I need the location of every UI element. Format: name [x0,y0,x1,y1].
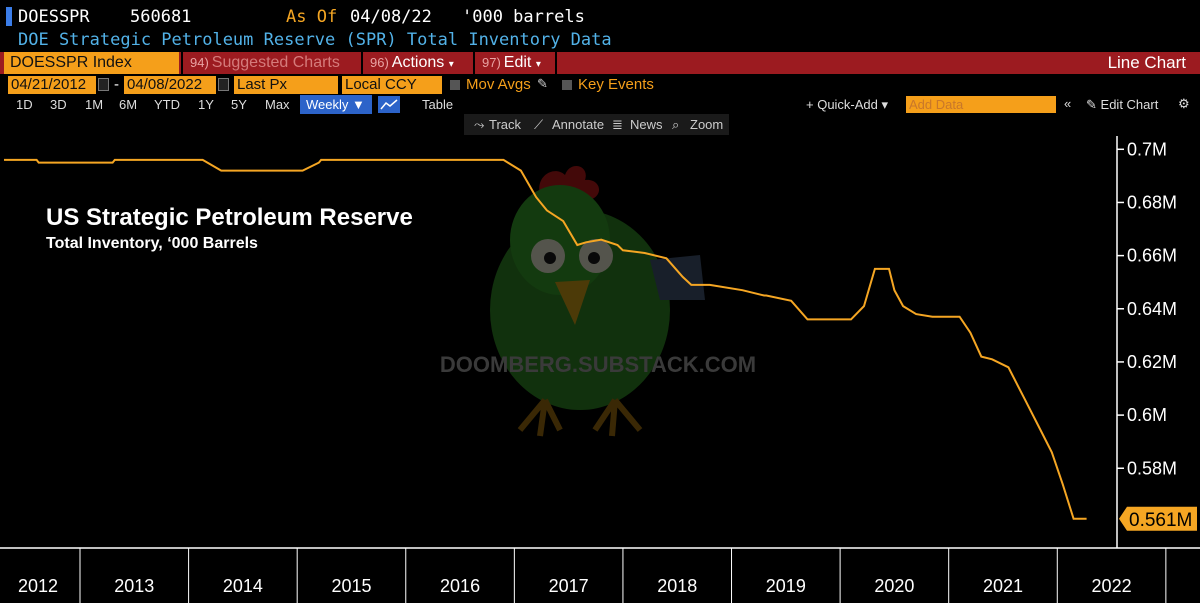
period-max[interactable]: Max [265,97,290,112]
x-tick-label: 2022 [1092,576,1132,596]
frequency-select[interactable]: Weekly ▼ [300,95,372,114]
field-select[interactable]: Last Px [234,76,338,94]
header-marker [6,7,12,26]
y-tick-label: 0.62M [1127,352,1177,372]
news-button[interactable]: News [630,117,663,132]
y-tick-label: 0.66M [1127,246,1177,266]
as-of-label: As Of [286,7,338,27]
chart-title: US Strategic Petroleum Reserve [46,204,413,231]
last-value-label: 0.561M [1129,510,1192,531]
pencil-icon[interactable]: ✎ [537,76,548,91]
annotate-button[interactable]: Annotate [552,117,605,132]
quick-add-button[interactable]: + Quick-Add ▾ [806,97,889,112]
period-1d[interactable]: 1D [16,97,33,112]
y-tick-label: 0.64M [1127,299,1177,319]
table-button[interactable]: Table [422,97,454,112]
suggested-label: Suggested Charts [211,54,340,71]
last-value: 560681 [130,7,192,27]
mov-avgs-checkbox[interactable] [450,80,460,90]
actions-button[interactable]: 96) Actions ▾ [364,52,472,74]
chart-subtitle: Total Inventory, ‘000 Barrels [46,235,258,252]
chevron-down-icon: ▾ [448,59,454,70]
add-data-input[interactable]: Add Data [906,96,1056,113]
last-value-marker: 0.561M [1119,506,1197,531]
period-5y[interactable]: 5Y [231,97,247,112]
mov-avgs-label: Mov Avgs [466,76,531,93]
annotate-icon: ⟋ [534,117,544,132]
edit-label: Edit [503,54,532,71]
rooster-watermark-icon [490,165,705,437]
news-icon: ≣ [612,117,623,132]
series-line[interactable] [4,158,1087,520]
x-tick-label: 2017 [549,576,589,596]
suggested-charts-button[interactable]: 94) Suggested Charts [184,52,360,74]
y-axis: 0.58M 0.6M 0.62M 0.64M 0.66M 0.68M 0.7M [1117,139,1177,478]
calendar-icon[interactable] [98,78,109,91]
period-ytd[interactable]: YTD [154,97,180,112]
edit-num: 97) [482,55,501,70]
gear-icon[interactable]: ⚙ [1178,96,1190,111]
collapse-icon[interactable]: « [1064,96,1072,111]
security-input[interactable]: DOESSPR Index [4,52,179,74]
x-tick-label: 2018 [657,576,697,596]
x-tick-label: 2021 [983,576,1023,596]
period-1y[interactable]: 1Y [198,97,214,112]
y-tick-label: 0.68M [1127,192,1177,212]
chart-toolbar: ⤳ Track ⟋ Annotate ≣ News ⌕ Zoom [464,114,729,135]
period-1m[interactable]: 1M [85,97,104,112]
edit-button[interactable]: 97) Edit ▾ [476,52,554,74]
actions-label: Actions [391,54,445,71]
line-chart-icon[interactable] [378,96,400,113]
pencil-icon: ✎ [1086,97,1097,112]
calendar-icon[interactable] [218,78,229,91]
period-6m[interactable]: 6M [119,97,138,112]
as-of-date: 04/08/22 [350,7,432,27]
zoom-icon: ⌕ [672,117,680,132]
track-icon: ⤳ [474,117,485,132]
watermark-text: DOOMBERG.SUBSTACK.COM [440,352,756,377]
series-description: DOE Strategic Petroleum Reserve (SPR) To… [18,30,612,50]
security-header: DOESSPR 560681 As Of 04/08/22 '000 barre… [0,4,1200,28]
x-tick-label: 2014 [223,576,263,596]
x-tick-label: 2020 [874,576,914,596]
actions-num: 96) [370,55,389,70]
date-range-row: 04/21/2012 - 04/08/2022 Last Px Local CC… [0,75,1200,95]
ticker: DOESSPR [18,7,90,27]
date-dash: - [114,76,119,93]
edit-chart-button[interactable]: ✎ Edit Chart [1086,97,1158,113]
key-events-checkbox[interactable] [562,80,572,90]
zoom-button[interactable]: Zoom [690,117,724,132]
key-events-label: Key Events [578,76,654,93]
x-axis: 2012 2013 2014 2015 2016 2017 2018 2019 2020 2021… [18,548,1167,603]
period-3d[interactable]: 3D [50,97,67,112]
x-tick-label: 2012 [18,576,58,596]
x-tick-label: 2013 [114,576,154,596]
command-toolbar: DOESSPR Index 94) Suggested Charts 96) Act… [0,52,1200,74]
x-tick-label: 2019 [766,576,806,596]
suggested-num: 94) [190,55,209,70]
last-value-badge [1119,506,1197,531]
x-tick-label: 2016 [440,576,480,596]
end-date-input[interactable]: 04/08/2022 [124,76,216,94]
track-button[interactable]: Track [489,117,522,132]
chevron-down-icon: ▾ [535,59,541,70]
y-tick-label: 0.6M [1127,405,1167,425]
start-date-input[interactable]: 04/21/2012 [8,76,96,94]
edit-chart-label: Edit Chart [1100,97,1159,112]
chart-type-label[interactable]: Line Chart [1107,53,1186,72]
units-label: '000 barrels [462,7,585,27]
y-tick-label: 0.58M [1127,458,1177,478]
period-row: 1D 3D 1M 6M YTD 1Y 5Y Max Weekly ▼ Table… [0,95,1200,114]
x-tick-label: 2015 [331,576,371,596]
y-tick-label: 0.7M [1127,139,1167,159]
currency-select[interactable]: Local CCY [342,76,442,94]
